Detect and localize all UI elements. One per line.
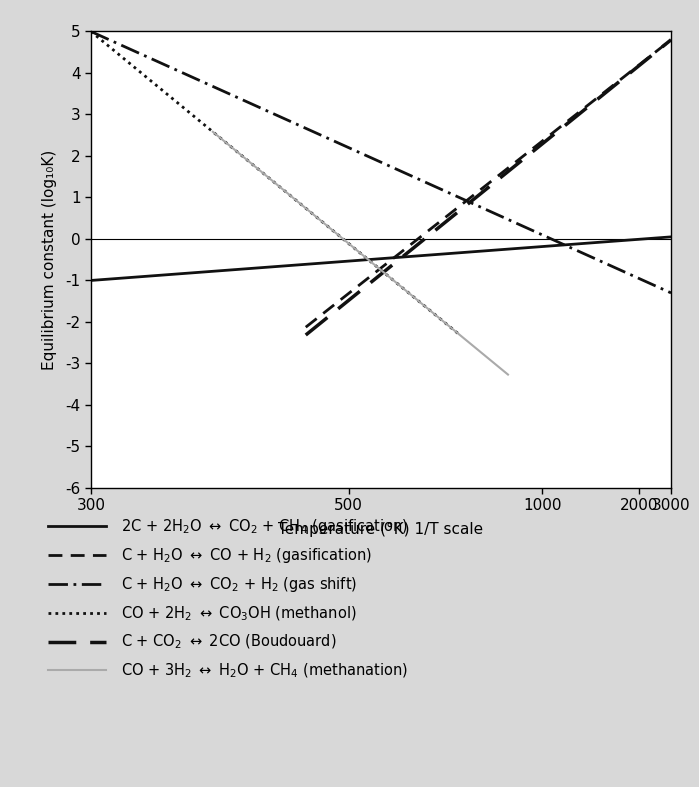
Legend: 2C + 2H$_2$O $\leftrightarrow$ CO$_2$ + CH$_4$ (gasification), C + H$_2$O $\left: 2C + 2H$_2$O $\leftrightarrow$ CO$_2$ + … [42,511,414,686]
Y-axis label: Equilibrium constant (log₁₀K): Equilibrium constant (log₁₀K) [42,150,57,370]
X-axis label: Temperature (°K) 1/T scale: Temperature (°K) 1/T scale [278,522,484,537]
